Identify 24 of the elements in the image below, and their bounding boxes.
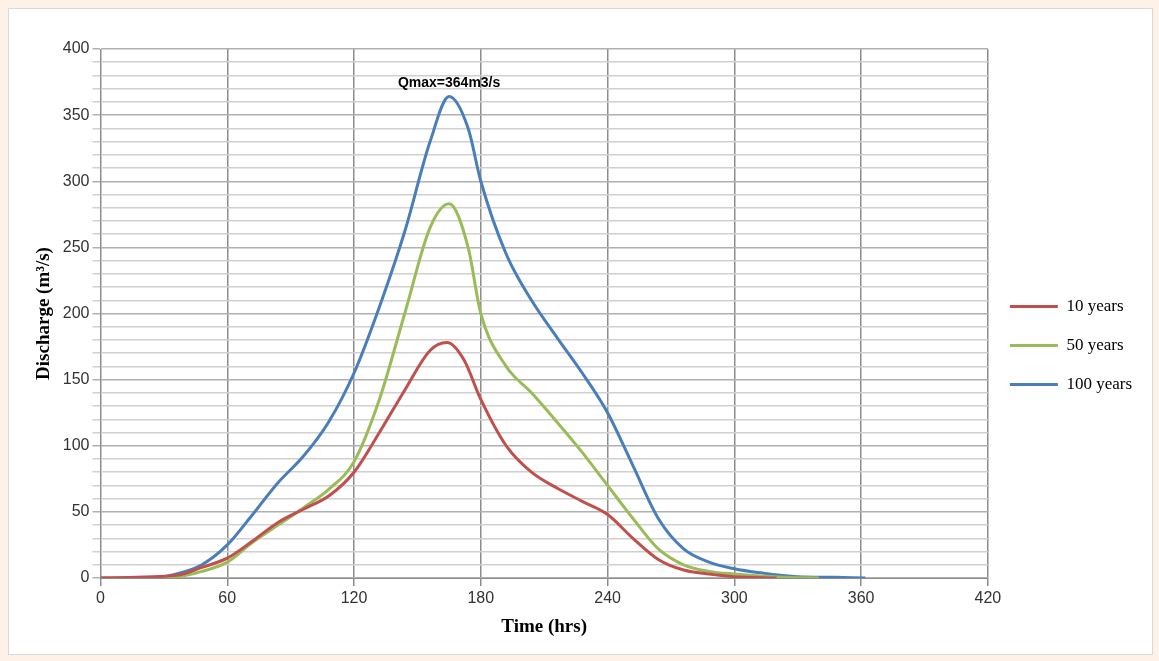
- y-tick-label: 350: [62, 105, 90, 123]
- annotation: Qmax=364m3/s: [397, 74, 501, 91]
- x-tick-label: 420: [974, 589, 1002, 607]
- y-tick-label: 400: [62, 39, 90, 57]
- legend-label: 50 years: [1066, 334, 1124, 354]
- x-axis-title: Time (hrs): [501, 614, 588, 637]
- y-axis-title: Discharge (m³/s): [32, 247, 55, 380]
- y-tick-label: 0: [80, 568, 90, 586]
- x-tick-label: 300: [720, 589, 748, 607]
- y-tick-label: 200: [62, 303, 90, 321]
- x-tick-label: 240: [594, 589, 622, 607]
- x-tick-label: 60: [218, 589, 237, 607]
- y-tick-label: 50: [71, 502, 90, 520]
- x-tick-label: 120: [340, 589, 368, 607]
- x-tick-label: 0: [96, 589, 106, 607]
- x-tick-label: 180: [467, 589, 495, 607]
- legend-label: 10 years: [1066, 295, 1124, 315]
- x-tick-label: 360: [847, 589, 875, 607]
- y-tick-label: 250: [62, 237, 90, 255]
- y-tick-label: 300: [62, 171, 90, 189]
- y-tick-label: 100: [62, 436, 90, 454]
- legend-label: 100 years: [1066, 373, 1133, 393]
- y-tick-label: 150: [62, 370, 90, 388]
- line-series: [100, 341, 779, 578]
